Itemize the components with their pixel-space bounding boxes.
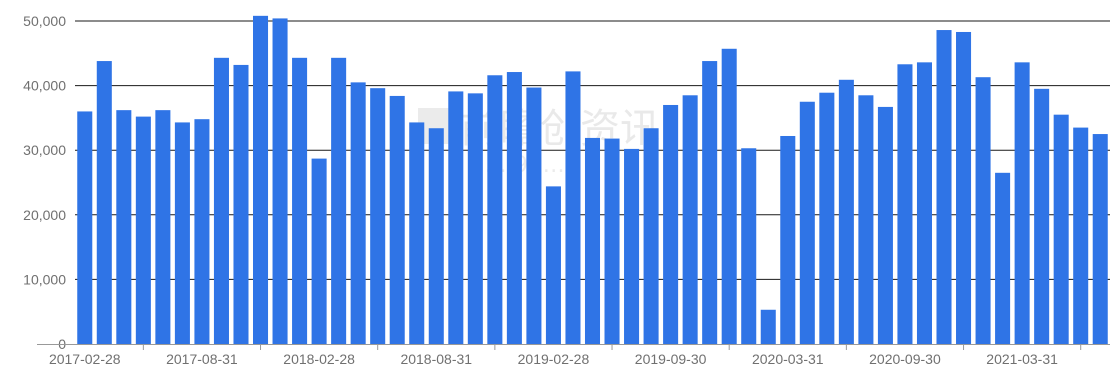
bar: 2020-01-31: 5300 <box>760 309 776 344</box>
x-tick-label: 2018-02-28 <box>283 351 355 367</box>
bar: 2017-02-28: 36000 <box>77 111 93 344</box>
bar: 2017-07-31: 34300 <box>174 122 190 344</box>
bar: 2018-07-31: 34300 <box>409 122 425 344</box>
bar: 2018-04-30: 40500 <box>350 82 366 345</box>
bar: 2020-12-31: 41300 <box>975 77 991 345</box>
bar: 2020-08-31: 43300 <box>897 64 913 345</box>
bar: 2021-03-31: 39500 <box>1034 88 1050 344</box>
bar: 2017-10-31: 43200 <box>233 64 249 344</box>
bar: 2019-03-31: 42200 <box>565 71 581 344</box>
bar: 2018-02-28: 28700 <box>311 158 327 344</box>
x-tick-label: 2018-08-31 <box>400 351 472 367</box>
bar: 2019-05-31: 31800 <box>604 138 620 344</box>
bar: 2021-02-28: 43600 <box>1014 62 1030 345</box>
x-tick-label: 2020-09-30 <box>869 351 941 367</box>
bar: 2019-11-30: 45700 <box>721 48 737 344</box>
y-tick-label: 10,000 <box>23 271 66 287</box>
bar: 2021-06-30: 32500 <box>1092 134 1108 344</box>
bar: 2017-06-30: 36200 <box>155 110 171 344</box>
bar: 2020-10-31: 48600 <box>936 30 952 344</box>
bar: 2019-01-31: 39700 <box>526 87 542 345</box>
bar: 2018-05-31: 39600 <box>370 88 386 345</box>
x-tick-label: 2017-02-28 <box>49 351 121 367</box>
bar: 2018-09-30: 39100 <box>448 91 464 344</box>
bar: 2021-01-31: 26500 <box>995 172 1011 344</box>
bar: 2017-03-31: 43800 <box>96 61 112 344</box>
bar: 2021-04-30: 35500 <box>1053 114 1069 344</box>
bar: 2018-10-31: 38800 <box>467 93 483 345</box>
y-tick-label: 30,000 <box>23 142 66 158</box>
bar: 2018-06-30: 38400 <box>389 95 405 344</box>
bar: 2019-10-31: 43800 <box>702 61 718 344</box>
bar: 2018-12-31: 42100 <box>506 72 522 344</box>
bar: 2018-01-31: 44300 <box>292 57 308 345</box>
bar: 2020-11-30: 48300 <box>956 31 972 345</box>
bar: 2019-09-30: 38500 <box>682 95 698 344</box>
bar: 2017-11-30: 50800 <box>253 15 269 344</box>
x-tick-label: 2019-02-28 <box>518 351 590 367</box>
bar: 2020-02-29: 32200 <box>780 135 796 344</box>
x-tick-label: 2017-08-31 <box>166 351 238 367</box>
bars: 2017-02-28: 360002017-03-31: 438002017-0… <box>77 15 1108 345</box>
x-axis-ticks <box>142 344 1082 350</box>
bar: 2020-03-31: 37500 <box>799 101 815 344</box>
x-tick-label: 2020-03-31 <box>752 351 824 367</box>
bar: 2019-12-31: 30300 <box>741 148 757 344</box>
y-tick-label: 50,000 <box>23 13 66 29</box>
bar: 2017-05-31: 35200 <box>135 116 151 344</box>
bar: 2017-09-30: 44300 <box>213 57 229 345</box>
bar: 2019-04-30: 31900 <box>584 137 601 344</box>
bar: 2020-09-30: 43600 <box>916 62 932 345</box>
x-tick-label: 2019-09-30 <box>635 351 707 367</box>
bar: 2019-06-30: 30200 <box>624 148 640 344</box>
bar: 2018-11-30: 41600 <box>487 75 503 344</box>
x-axis-labels: 2017-02-28 2017-08-31 2018-02-28 2018-08-31… <box>49 351 1058 367</box>
y-tick-label: 40,000 <box>23 78 66 94</box>
bar: 2017-08-31: 34800 <box>194 119 210 344</box>
bar: 2020-05-31: 40900 <box>838 79 854 344</box>
bar: 2020-04-30: 38900 <box>819 92 835 345</box>
bar: 2019-08-31: 37000 <box>663 104 679 344</box>
bar: 2020-07-31: 36700 <box>877 106 893 344</box>
bar: 2021-05-31: 33500 <box>1073 127 1089 344</box>
bar: 2018-03-31: 44300 <box>331 57 347 345</box>
y-tick-label: 20,000 <box>23 207 66 223</box>
bar: 2020-06-30: 38500 <box>858 95 874 344</box>
bar: 2017-12-31: 50400 <box>272 18 288 344</box>
bar: 2019-07-31: 33400 <box>643 128 659 344</box>
bar: 2018-08-31: 33400 <box>428 128 444 344</box>
x-tick-label: 2021-03-31 <box>986 351 1058 367</box>
bar: 2019-02-28: 24400 <box>545 186 561 344</box>
bar: 2017-04-30: 36200 <box>116 110 132 344</box>
